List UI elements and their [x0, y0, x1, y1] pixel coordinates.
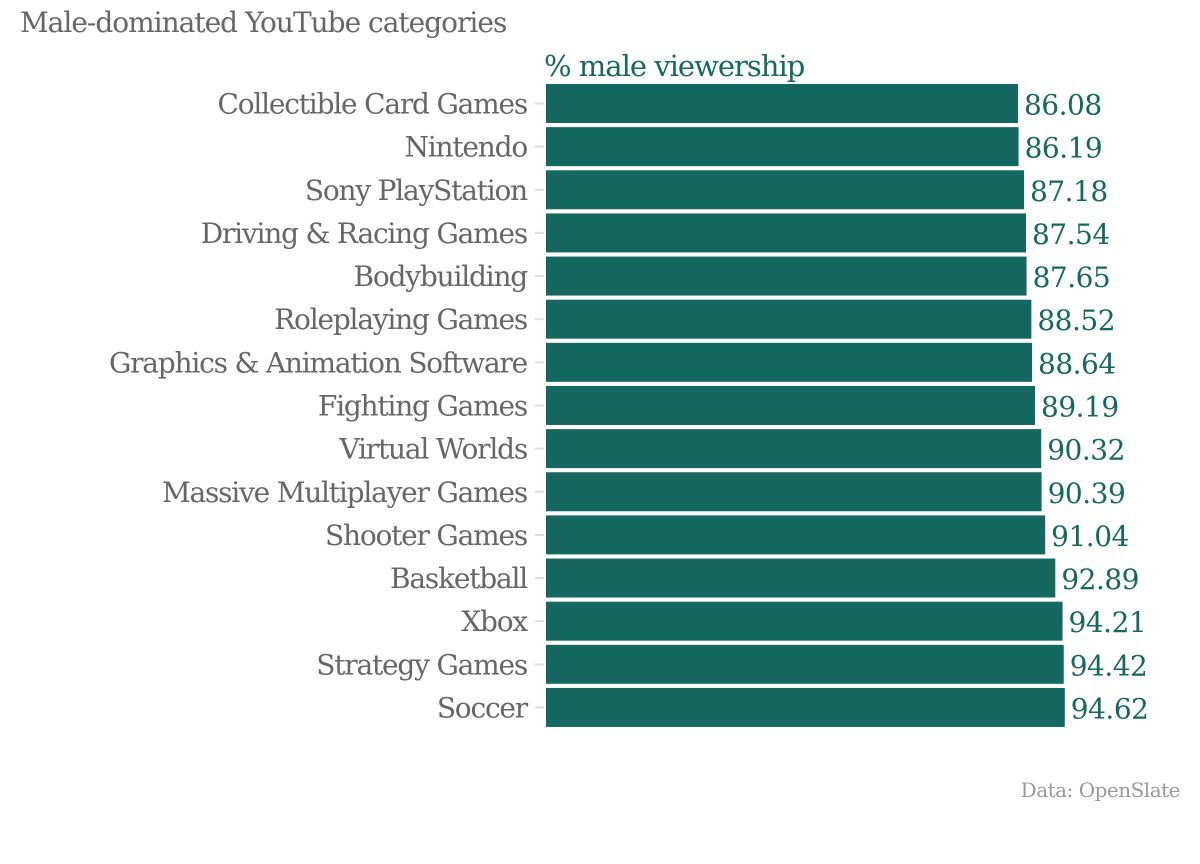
bar	[546, 299, 1032, 339]
bar	[546, 385, 1036, 425]
value-label: 94.62	[1071, 692, 1149, 725]
bar	[546, 213, 1026, 253]
value-label: 87.54	[1032, 218, 1110, 251]
bar	[546, 84, 1018, 123]
value-label: 91.04	[1051, 520, 1129, 553]
chart-title: Male-dominated YouTube categories	[20, 6, 507, 39]
category-label: Virtual Worlds	[339, 433, 527, 466]
category-label: Driving & Racing Games	[201, 217, 527, 250]
bar	[546, 256, 1027, 296]
category-label: Graphics & Animation Software	[109, 346, 528, 379]
category-label: Strategy Games	[316, 648, 527, 681]
category-label: Shooter Games	[325, 519, 527, 552]
value-label: 92.89	[1061, 563, 1139, 596]
value-label: 94.42	[1070, 649, 1148, 682]
category-label: Massive Multiplayer Games	[162, 476, 527, 509]
category-label: Xbox	[461, 605, 528, 638]
bar	[546, 601, 1063, 641]
value-label: 88.64	[1038, 347, 1116, 380]
category-label: Collectible Card Games	[218, 88, 527, 121]
category-label: Roleplaying Games	[274, 303, 527, 336]
value-label: 94.21	[1069, 606, 1147, 639]
value-label: 87.65	[1033, 261, 1111, 294]
value-label: 90.32	[1047, 434, 1125, 467]
category-label: Bodybuilding	[354, 260, 529, 293]
category-label: Fighting Games	[318, 389, 527, 422]
value-label: 90.39	[1048, 477, 1126, 510]
bar	[546, 687, 1065, 727]
source-note: Data: OpenSlate	[1020, 778, 1181, 802]
category-label: Soccer	[437, 691, 529, 724]
series-label: % male viewership	[544, 49, 805, 83]
bar	[546, 644, 1064, 684]
value-label: 86.08	[1024, 89, 1102, 122]
bar	[546, 558, 1056, 598]
bar	[546, 472, 1042, 512]
value-label: 86.19	[1025, 132, 1103, 165]
bar	[546, 429, 1042, 469]
value-label: 87.18	[1030, 175, 1108, 208]
bar	[546, 170, 1025, 210]
bar	[546, 515, 1046, 555]
bar	[546, 127, 1019, 167]
category-label: Basketball	[390, 562, 528, 595]
category-label: Nintendo	[404, 131, 527, 164]
bar	[546, 342, 1033, 382]
category-label: Sony PlayStation	[305, 174, 528, 207]
value-label: 89.19	[1041, 390, 1119, 423]
value-label: 88.52	[1037, 304, 1115, 337]
